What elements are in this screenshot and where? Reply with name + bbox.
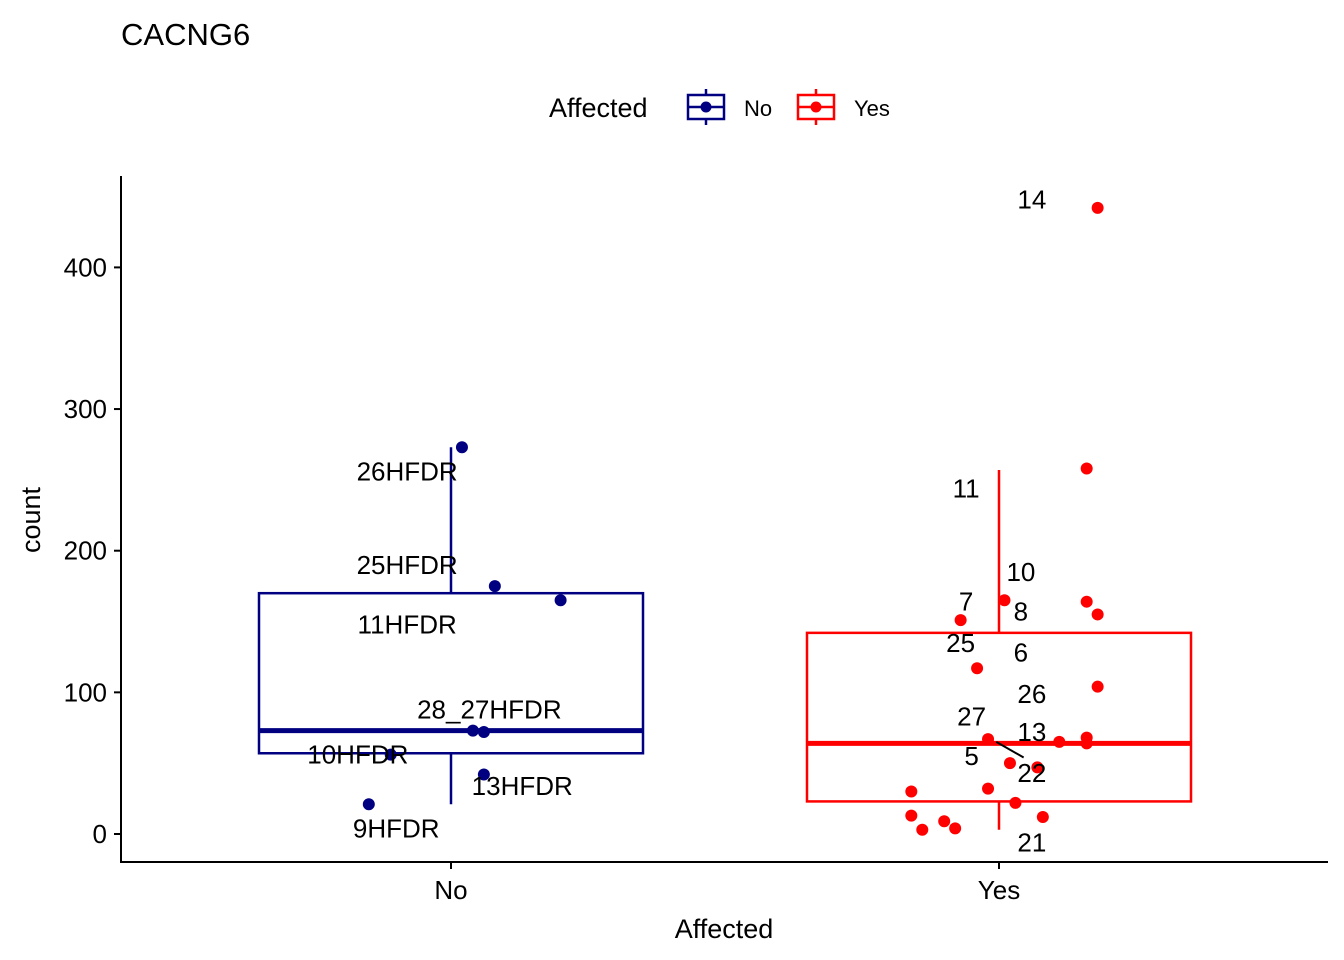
data-point: [916, 823, 929, 836]
y-tick-label: 300: [64, 394, 107, 424]
data-point: [488, 580, 501, 593]
data-point: [362, 798, 375, 811]
point-label: 14: [1017, 184, 1046, 214]
legend-key-point: [700, 101, 712, 113]
data-point: [1080, 595, 1093, 608]
y-tick-label: 200: [64, 536, 107, 566]
legend-entry-label: No: [744, 96, 772, 121]
legend-entry-label: Yes: [854, 96, 890, 121]
data-point: [466, 724, 479, 737]
point-label: 13HFDR: [472, 771, 573, 801]
data-point: [1091, 201, 1104, 214]
point-label: 21: [1017, 827, 1046, 857]
data-point: [455, 441, 468, 454]
data-point: [905, 785, 918, 798]
data-point: [949, 822, 962, 835]
x-tick-label: No: [434, 875, 467, 905]
point-label: 8: [1014, 597, 1028, 627]
data-point: [938, 815, 951, 828]
point-label: 26: [1017, 679, 1046, 709]
point-label: 25: [946, 628, 975, 658]
x-axis-label: Affected: [675, 914, 774, 944]
label-leader-line: [995, 741, 1025, 759]
data-point: [954, 614, 967, 627]
point-label: 6: [1014, 638, 1028, 668]
data-point: [1003, 757, 1016, 770]
y-tick-label: 0: [93, 819, 107, 849]
box-iqr: [805, 631, 1193, 803]
point-label: 11HFDR: [358, 609, 457, 639]
box-iqr: [257, 591, 645, 755]
legend: Affected No Yes: [549, 89, 890, 125]
point-label: 25HFDR: [357, 550, 458, 580]
point-label: 10: [1006, 557, 1035, 587]
data-point: [1091, 608, 1104, 621]
data-point: [1031, 761, 1044, 774]
data-point: [477, 726, 490, 739]
point-label: 13: [1017, 717, 1046, 747]
y-tick-label: 100: [64, 677, 107, 707]
chart-title: CACNG6: [121, 17, 250, 52]
legend-entry: Yes: [796, 89, 890, 125]
data-point: [1091, 680, 1104, 693]
data-point: [905, 809, 918, 822]
data-point: [982, 733, 995, 746]
data-point: [554, 594, 567, 607]
data-point: [477, 768, 490, 781]
legend-title: Affected: [549, 93, 648, 123]
legend-key-point: [810, 101, 822, 113]
legend-entry: No: [686, 89, 772, 125]
ticks: 0 100 200 300 400 No Yes: [64, 252, 1021, 905]
point-label: 5: [964, 741, 978, 771]
point-label: 27: [957, 701, 986, 731]
point-label: 10HFDR: [307, 740, 408, 770]
data-point: [1053, 735, 1066, 748]
point-label: 26HFDR: [357, 456, 458, 486]
data-point: [998, 594, 1011, 607]
points: [362, 201, 1104, 836]
point-label: 7: [959, 587, 973, 617]
point-label: 28_27HFDR: [417, 694, 562, 724]
data-point: [971, 662, 984, 675]
data-point: [1009, 796, 1022, 809]
point-label: 22: [1017, 758, 1046, 788]
data-point: [982, 782, 995, 795]
x-tick-label: Yes: [978, 875, 1020, 905]
y-axis-label: count: [16, 486, 46, 553]
data-point: [1036, 811, 1049, 824]
point-label: 9HFDR: [353, 813, 440, 843]
data-point: [1080, 737, 1093, 750]
axes: [120, 176, 1328, 863]
data-point: [384, 748, 397, 761]
point-label: 11: [953, 473, 980, 503]
data-point: [1080, 462, 1093, 475]
y-tick-label: 400: [64, 252, 107, 282]
point-labels: 26HFDR 25HFDR 11HFDR 28_27HFDR 13HFDR 9HFDR 10…: [307, 184, 1046, 857]
